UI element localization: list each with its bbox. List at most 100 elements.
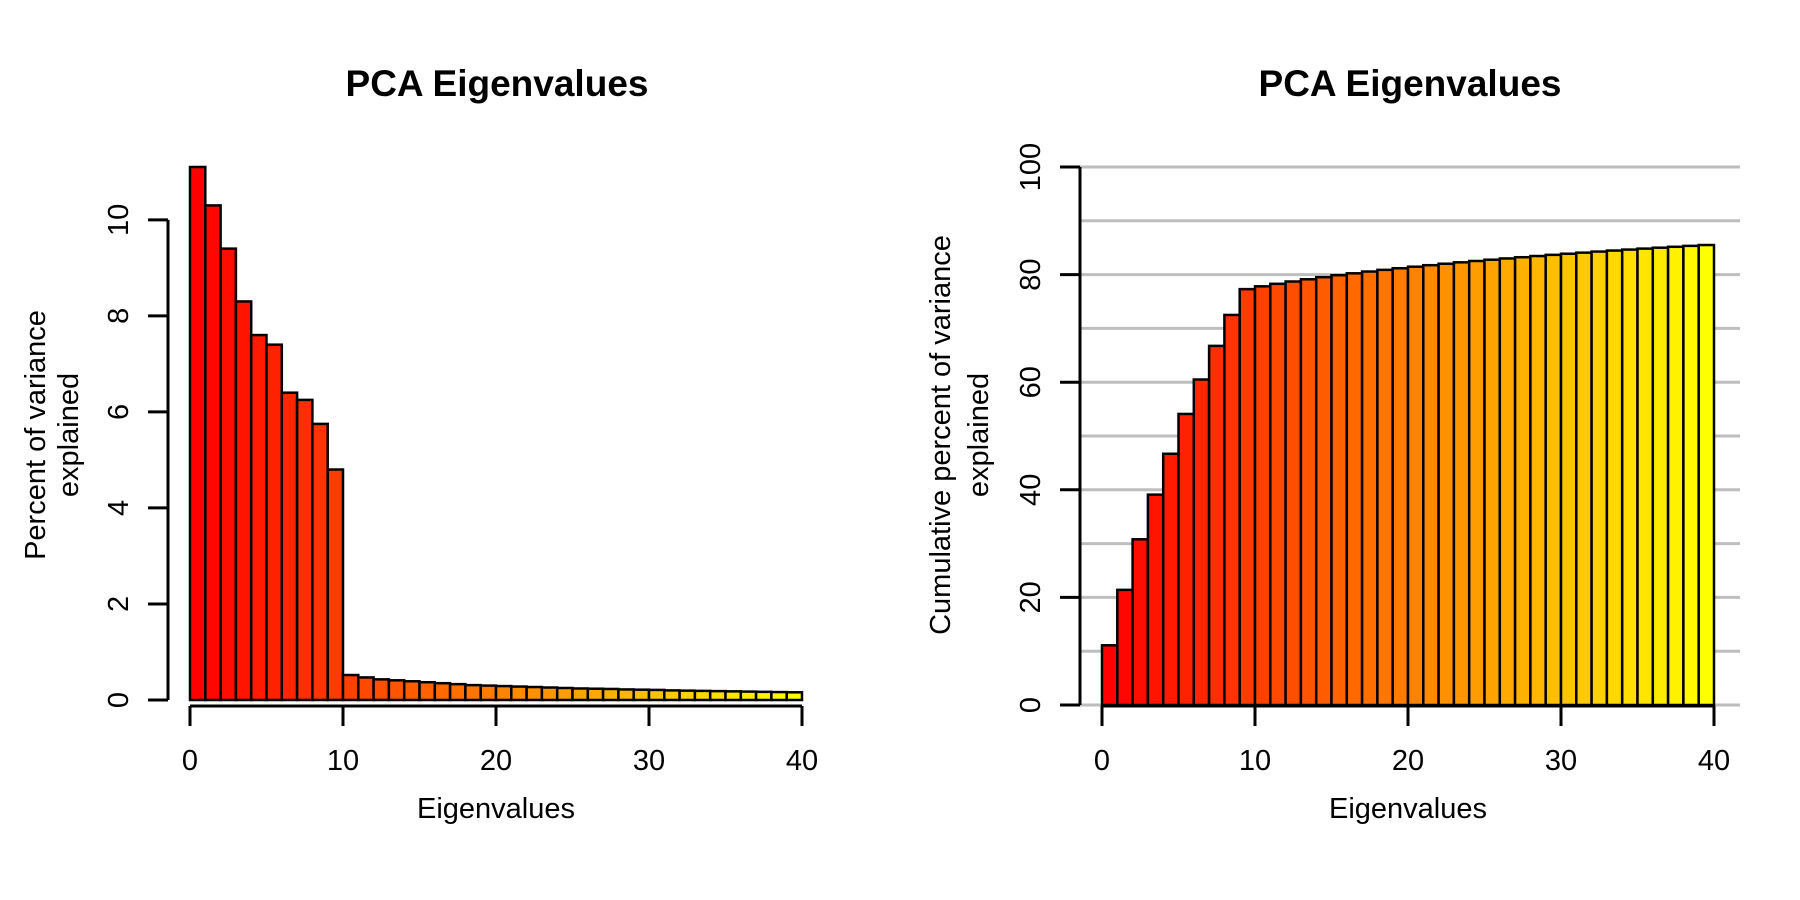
bar xyxy=(510,685,528,702)
bar xyxy=(402,680,421,702)
bar xyxy=(663,689,681,702)
bar xyxy=(708,689,727,702)
bar xyxy=(1116,588,1134,707)
bar xyxy=(1284,280,1303,707)
bar xyxy=(1651,246,1670,707)
y-tick-label: 0 xyxy=(103,692,135,708)
bar xyxy=(1100,644,1119,707)
bar xyxy=(219,247,238,702)
y-axis-label: Percent of variance xyxy=(20,310,52,560)
bar xyxy=(693,689,712,702)
bar xyxy=(586,687,605,702)
bar xyxy=(601,687,620,702)
y-tick-label: 20 xyxy=(1015,581,1047,613)
bar xyxy=(1269,282,1287,707)
bar xyxy=(1467,259,1486,707)
y-tick-label: 60 xyxy=(1015,366,1047,398)
bar xyxy=(540,686,559,702)
bar xyxy=(1437,262,1456,707)
x-tick-label: 40 xyxy=(1698,745,1730,777)
bar xyxy=(571,687,590,702)
bar xyxy=(1498,257,1517,707)
cumulative-variance-panel: 0 20 40 60 80 100 0 10 20 30 40 PCA Eigenvalues Eige… xyxy=(925,63,1740,825)
y-tick-label: 40 xyxy=(1015,474,1047,506)
bar xyxy=(1513,255,1532,707)
bar xyxy=(1406,265,1425,707)
bar xyxy=(1253,285,1272,707)
bar xyxy=(632,688,651,702)
bar xyxy=(1131,538,1150,707)
bar xyxy=(1575,251,1593,707)
bar xyxy=(1452,261,1471,707)
bar xyxy=(1314,275,1333,707)
bar xyxy=(1422,263,1440,707)
bar xyxy=(1376,268,1394,707)
bar xyxy=(249,333,268,702)
bar xyxy=(1605,249,1624,707)
bar xyxy=(265,343,284,702)
y-tick-label: 2 xyxy=(103,596,135,612)
chart-title: PCA Eigenvalues xyxy=(346,63,649,104)
bar xyxy=(280,391,299,702)
bar xyxy=(1559,252,1578,707)
x-tick-label: 30 xyxy=(633,745,665,777)
bar xyxy=(724,690,743,702)
bar xyxy=(1360,270,1379,707)
bar xyxy=(494,684,513,702)
x-tick-label: 10 xyxy=(327,745,359,777)
x-axis-label: Eigenvalues xyxy=(1329,793,1487,825)
bar xyxy=(234,300,253,702)
bar xyxy=(1177,412,1196,707)
bar xyxy=(311,422,329,702)
x-tick-label: 10 xyxy=(1239,745,1271,777)
y-tick-label: 8 xyxy=(103,308,135,324)
bar xyxy=(1238,287,1257,707)
chart-title: PCA Eigenvalues xyxy=(1259,63,1562,104)
bar xyxy=(1697,243,1716,707)
x-tick-label: 20 xyxy=(480,745,512,777)
bar xyxy=(433,681,452,702)
bar xyxy=(1544,253,1563,707)
bar xyxy=(326,468,345,702)
x-tick-label: 0 xyxy=(1094,745,1110,777)
y-tick-label: 80 xyxy=(1015,258,1047,290)
bar xyxy=(1636,247,1655,707)
y-tick-label: 6 xyxy=(103,404,135,420)
x-tick-label: 20 xyxy=(1392,745,1424,777)
bar xyxy=(1682,244,1700,707)
bar xyxy=(785,691,804,702)
bar xyxy=(678,689,697,702)
bar xyxy=(1620,248,1639,707)
bar xyxy=(647,688,666,702)
bar xyxy=(1391,267,1410,707)
x-tick-label: 30 xyxy=(1545,745,1577,777)
bar xyxy=(295,398,314,702)
y-axis-label: Cumulative percent of variance xyxy=(925,235,957,635)
y-tick-label: 4 xyxy=(103,500,135,516)
bar xyxy=(204,204,222,702)
bar xyxy=(1223,313,1241,707)
bar xyxy=(1192,378,1211,707)
bar xyxy=(464,683,482,702)
bar xyxy=(1146,493,1165,707)
bar xyxy=(770,690,788,702)
x-tick-label: 0 xyxy=(182,745,198,777)
bar xyxy=(479,684,498,702)
bar xyxy=(1330,273,1349,707)
y-tick-label: 10 xyxy=(103,204,135,236)
bar xyxy=(1207,344,1226,707)
bar xyxy=(525,685,544,702)
scree-plot-panel: 0 2 4 6 8 10 0 10 20 30 40 PCA Eigenvalues Eigenvalu… xyxy=(20,63,818,825)
x-axis-label: Eigenvalues xyxy=(417,793,575,825)
bar xyxy=(1483,258,1502,707)
bar xyxy=(357,676,375,702)
bar xyxy=(1529,254,1547,707)
bar xyxy=(1299,278,1318,707)
bar xyxy=(739,690,758,702)
bar xyxy=(1161,452,1180,707)
bar xyxy=(1590,250,1609,707)
bar xyxy=(1345,272,1364,707)
y-axis-label: explained xyxy=(963,373,995,497)
bar xyxy=(341,673,360,702)
